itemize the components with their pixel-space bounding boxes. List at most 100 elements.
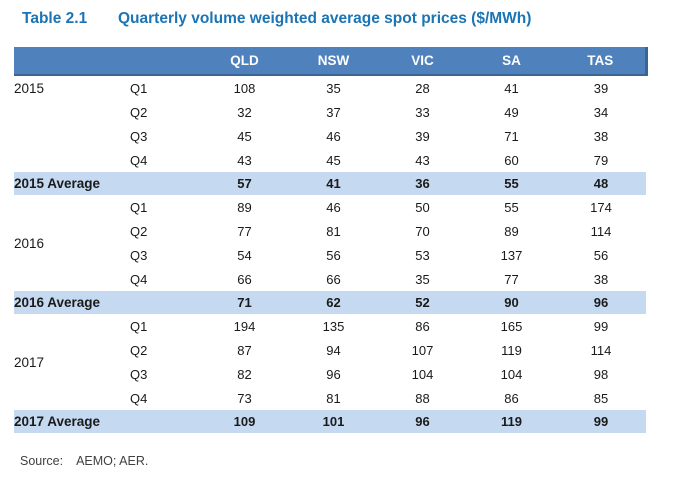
- average-row-2017: 2017 Average 109 101 96 119 99: [14, 410, 646, 433]
- quarter-cell: Q3: [130, 243, 200, 267]
- value-cell: 46: [289, 124, 378, 148]
- source-note: Source: AEMO; AER.: [20, 454, 700, 468]
- average-value-cell: 57: [200, 172, 289, 195]
- value-cell: 39: [378, 124, 467, 148]
- value-cell: 81: [289, 219, 378, 243]
- table-number: Table 2.1: [22, 10, 88, 27]
- table-row: Q3 82 96 104 104 98: [14, 362, 646, 386]
- value-cell: 71: [467, 124, 556, 148]
- table-row: Q3 54 56 53 137 56: [14, 243, 646, 267]
- table-row: 2017 Q1 194 135 86 165 99: [14, 314, 646, 410]
- value-cell: 35: [378, 267, 467, 291]
- value-cell: 60: [467, 148, 556, 172]
- column-header-tas: TAS: [556, 47, 648, 76]
- year-cell-2016: 2016: [14, 195, 130, 291]
- value-cell: 56: [289, 243, 378, 267]
- value-cell: 45: [289, 148, 378, 172]
- table-row: Q3 45 46 39 71 38: [14, 124, 646, 148]
- value-cell: 135: [289, 314, 378, 338]
- value-cell: 174: [556, 195, 646, 219]
- value-cell: 194: [200, 314, 289, 338]
- table-row: 2015 Q1 108 35 28 41 39: [14, 75, 646, 172]
- value-cell: 96: [289, 362, 378, 386]
- value-cell: 82: [200, 362, 289, 386]
- value-cell: 114: [556, 338, 646, 362]
- value-cell: 56: [556, 243, 646, 267]
- average-label: 2015 Average: [14, 172, 200, 195]
- value-cell: 45: [200, 124, 289, 148]
- quarter-cell: Q4: [130, 386, 200, 410]
- column-header-vic: VIC: [378, 47, 467, 76]
- value-cell: 70: [378, 219, 467, 243]
- value-cell: 77: [200, 219, 289, 243]
- value-cell: 33: [378, 100, 467, 124]
- value-cell: 43: [378, 148, 467, 172]
- value-cell: 137: [467, 243, 556, 267]
- average-value-cell: 119: [467, 410, 556, 433]
- quarter-cell: Q1: [130, 75, 200, 100]
- value-cell: 55: [467, 195, 556, 219]
- value-cell: 104: [378, 362, 467, 386]
- value-cell: 85: [556, 386, 646, 410]
- value-cell: 86: [378, 314, 467, 338]
- table-row: Q2 77 81 70 89 114: [14, 219, 646, 243]
- quarter-cell: Q4: [130, 148, 200, 172]
- value-cell: 114: [556, 219, 646, 243]
- value-cell: 107: [378, 338, 467, 362]
- average-value-cell: 96: [378, 410, 467, 433]
- header-corner-cell: [14, 47, 200, 76]
- average-value-cell: 52: [378, 291, 467, 314]
- average-value-cell: 36: [378, 172, 467, 195]
- source-text: AEMO; AER.: [76, 454, 149, 468]
- average-row-2015: 2015 Average 57 41 36 55 48: [14, 172, 646, 195]
- average-value-cell: 90: [467, 291, 556, 314]
- quarter-cell: Q2: [130, 338, 200, 362]
- quarter-cell: Q4: [130, 267, 200, 291]
- value-cell: 98: [556, 362, 646, 386]
- value-cell: 32: [200, 100, 289, 124]
- average-value-cell: 48: [556, 172, 646, 195]
- average-label: 2016 Average: [14, 291, 200, 314]
- source-label: Source:: [20, 454, 64, 468]
- spot-prices-table: QLD NSW VIC SA TAS 2015 Q1 108 35 28 41 …: [14, 47, 648, 433]
- value-cell: 86: [467, 386, 556, 410]
- table-header-row: QLD NSW VIC SA TAS: [14, 47, 648, 76]
- value-cell: 165: [467, 314, 556, 338]
- quarter-cell: Q1: [130, 195, 200, 219]
- column-header-sa: SA: [467, 47, 556, 76]
- value-cell: 38: [556, 267, 646, 291]
- value-cell: 50: [378, 195, 467, 219]
- value-cell: 81: [289, 386, 378, 410]
- value-cell: 28: [378, 75, 467, 100]
- average-label: 2017 Average: [14, 410, 200, 433]
- quarter-cell: Q3: [130, 124, 200, 148]
- value-cell: 53: [378, 243, 467, 267]
- table-row: Q2 87 94 107 119 114: [14, 338, 646, 362]
- value-cell: 35: [289, 75, 378, 100]
- value-cell: 73: [200, 386, 289, 410]
- column-header-nsw: NSW: [289, 47, 378, 76]
- value-cell: 89: [200, 195, 289, 219]
- value-cell: 38: [556, 124, 646, 148]
- value-cell: 88: [378, 386, 467, 410]
- page-title: Quarterly volume weighted average spot p…: [118, 10, 532, 27]
- value-cell: 49: [467, 100, 556, 124]
- value-cell: 77: [467, 267, 556, 291]
- year-cell-2017: 2017: [14, 314, 130, 410]
- table-row: 2016 Q1 89 46 50 55 174: [14, 195, 646, 291]
- average-value-cell: 41: [289, 172, 378, 195]
- year-cell-2015: 2015: [14, 75, 130, 172]
- value-cell: 46: [289, 195, 378, 219]
- table-row: Q4 43 45 43 60 79: [14, 148, 646, 172]
- value-cell: 87: [200, 338, 289, 362]
- average-value-cell: 99: [556, 410, 646, 433]
- table-caption: Table 2.1 Quarterly volume weighted aver…: [22, 0, 700, 28]
- value-cell: 43: [200, 148, 289, 172]
- table-row: Q2 32 37 33 49 34: [14, 100, 646, 124]
- average-value-cell: 71: [200, 291, 289, 314]
- value-cell: 79: [556, 148, 646, 172]
- value-cell: 99: [556, 314, 646, 338]
- quarter-cell: Q2: [130, 219, 200, 243]
- quarter-cell: Q3: [130, 362, 200, 386]
- value-cell: 104: [467, 362, 556, 386]
